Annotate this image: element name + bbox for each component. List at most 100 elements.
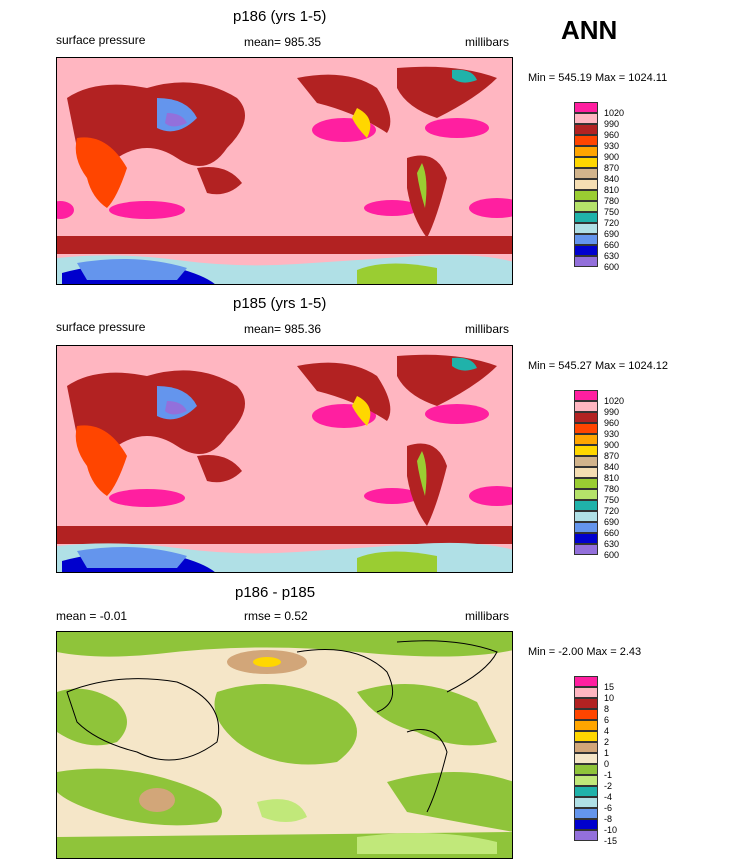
- legend-label: 1020: [604, 108, 625, 118]
- legend-label: 810: [604, 185, 620, 195]
- legend-swatch: [574, 223, 598, 234]
- legend-swatch: [574, 687, 598, 698]
- panel-title: p185 (yrs 1-5): [233, 295, 327, 312]
- legend-label: 690: [604, 229, 620, 239]
- legend-label: 690: [604, 517, 620, 527]
- legend-swatch: [574, 135, 598, 146]
- legend-swatch: [574, 113, 598, 124]
- legend-swatch: [574, 522, 598, 533]
- units-label: millibars: [465, 322, 510, 336]
- legend-swatch: [574, 256, 598, 267]
- legend-swatch: [574, 786, 598, 797]
- legend-swatch: [574, 830, 598, 841]
- variable-label: surface pressure: [56, 320, 146, 334]
- legend-swatch: [574, 124, 598, 135]
- legend-swatch: [574, 434, 598, 445]
- legend-label: 600: [604, 262, 620, 272]
- legend-label: 630: [604, 251, 620, 261]
- legend-label: 660: [604, 240, 620, 250]
- minmax-label: Min = 545.27 Max = 1024.12: [528, 360, 669, 372]
- legend-swatch: [574, 808, 598, 819]
- legend-swatch: [574, 544, 598, 555]
- legend-label: 900: [604, 440, 620, 450]
- legend-swatch: [574, 533, 598, 544]
- legend-label: 870: [604, 451, 620, 461]
- units-label: millibars: [465, 35, 510, 49]
- legend-label: -8: [604, 814, 613, 824]
- legend-label: 720: [604, 218, 620, 228]
- legend-label: 1020: [604, 396, 625, 406]
- legend-label: 660: [604, 528, 620, 538]
- legend-label: 0: [604, 759, 610, 769]
- legend-swatch: [574, 753, 598, 764]
- legend-swatch: [574, 500, 598, 511]
- legend-swatch: [574, 709, 598, 720]
- legend-label: 960: [604, 418, 620, 428]
- legend-label: 840: [604, 462, 620, 472]
- legend-label: 8: [604, 704, 610, 714]
- legend-label: 6: [604, 715, 610, 725]
- legend-label: -1: [604, 770, 613, 780]
- legend-swatch: [574, 412, 598, 423]
- legend-swatch: [574, 390, 598, 401]
- rmse-label: rmse = 0.52: [244, 609, 308, 623]
- panel-title: p186 - p185: [235, 584, 316, 601]
- legend-label: 990: [604, 407, 620, 417]
- legend-swatch: [574, 456, 598, 467]
- legend-swatch: [574, 489, 598, 500]
- map-plot-p185: [56, 345, 513, 573]
- legend-swatch: [574, 102, 598, 113]
- legend-swatch: [574, 445, 598, 456]
- legend-swatch: [574, 511, 598, 522]
- legend-swatch: [574, 401, 598, 412]
- legend-label: -6: [604, 803, 613, 813]
- legend-label: 4: [604, 726, 610, 736]
- legend-label: 750: [604, 495, 620, 505]
- legend-label: 780: [604, 196, 620, 206]
- legend-label: 1: [604, 748, 610, 758]
- legend-swatch: [574, 234, 598, 245]
- legend-swatch: [574, 731, 598, 742]
- minmax-label: Min = -2.00 Max = 2.43: [528, 646, 642, 658]
- legend-swatch: [574, 157, 598, 168]
- legend-label: 720: [604, 506, 620, 516]
- legend-swatch: [574, 698, 598, 709]
- legend-label: 15: [604, 682, 615, 692]
- variable-label: surface pressure: [56, 33, 146, 47]
- legend-swatch: [574, 146, 598, 157]
- minmax-label: Min = 545.19 Max = 1024.11: [528, 72, 668, 84]
- legend-label: 900: [604, 152, 620, 162]
- season-label: ANN: [561, 15, 618, 45]
- map-plot-difference: [56, 631, 513, 859]
- legend-label: 600: [604, 550, 620, 560]
- legend-label: 2: [604, 737, 610, 747]
- legend-label: 750: [604, 207, 620, 217]
- legend-swatch: [574, 168, 598, 179]
- legend-swatch: [574, 212, 598, 223]
- legend-swatch: [574, 676, 598, 687]
- mean-label: mean= 985.36: [244, 322, 322, 336]
- map-plot-p186: [56, 57, 513, 285]
- legend-label: 960: [604, 130, 620, 140]
- panel-title: p186 (yrs 1-5): [233, 8, 327, 25]
- legend-label: 930: [604, 429, 620, 439]
- legend-swatch: [574, 720, 598, 731]
- legend-label: 630: [604, 539, 620, 549]
- legend-swatch: [574, 179, 598, 190]
- legend-swatch: [574, 201, 598, 212]
- legend-swatch: [574, 742, 598, 753]
- legend-label: 10: [604, 693, 615, 703]
- legend-swatch: [574, 775, 598, 786]
- legend-swatch: [574, 478, 598, 489]
- legend-label: 810: [604, 473, 620, 483]
- legend-label: 990: [604, 119, 620, 129]
- legend-swatch: [574, 245, 598, 256]
- legend-label: 870: [604, 163, 620, 173]
- legend-swatch: [574, 467, 598, 478]
- mean-label: mean = -0.01: [56, 609, 128, 623]
- legend-label: 930: [604, 141, 620, 151]
- legend-label: -15: [604, 836, 618, 846]
- units-label: millibars: [465, 609, 510, 623]
- legend-label: 840: [604, 174, 620, 184]
- legend-label: -10: [604, 825, 618, 835]
